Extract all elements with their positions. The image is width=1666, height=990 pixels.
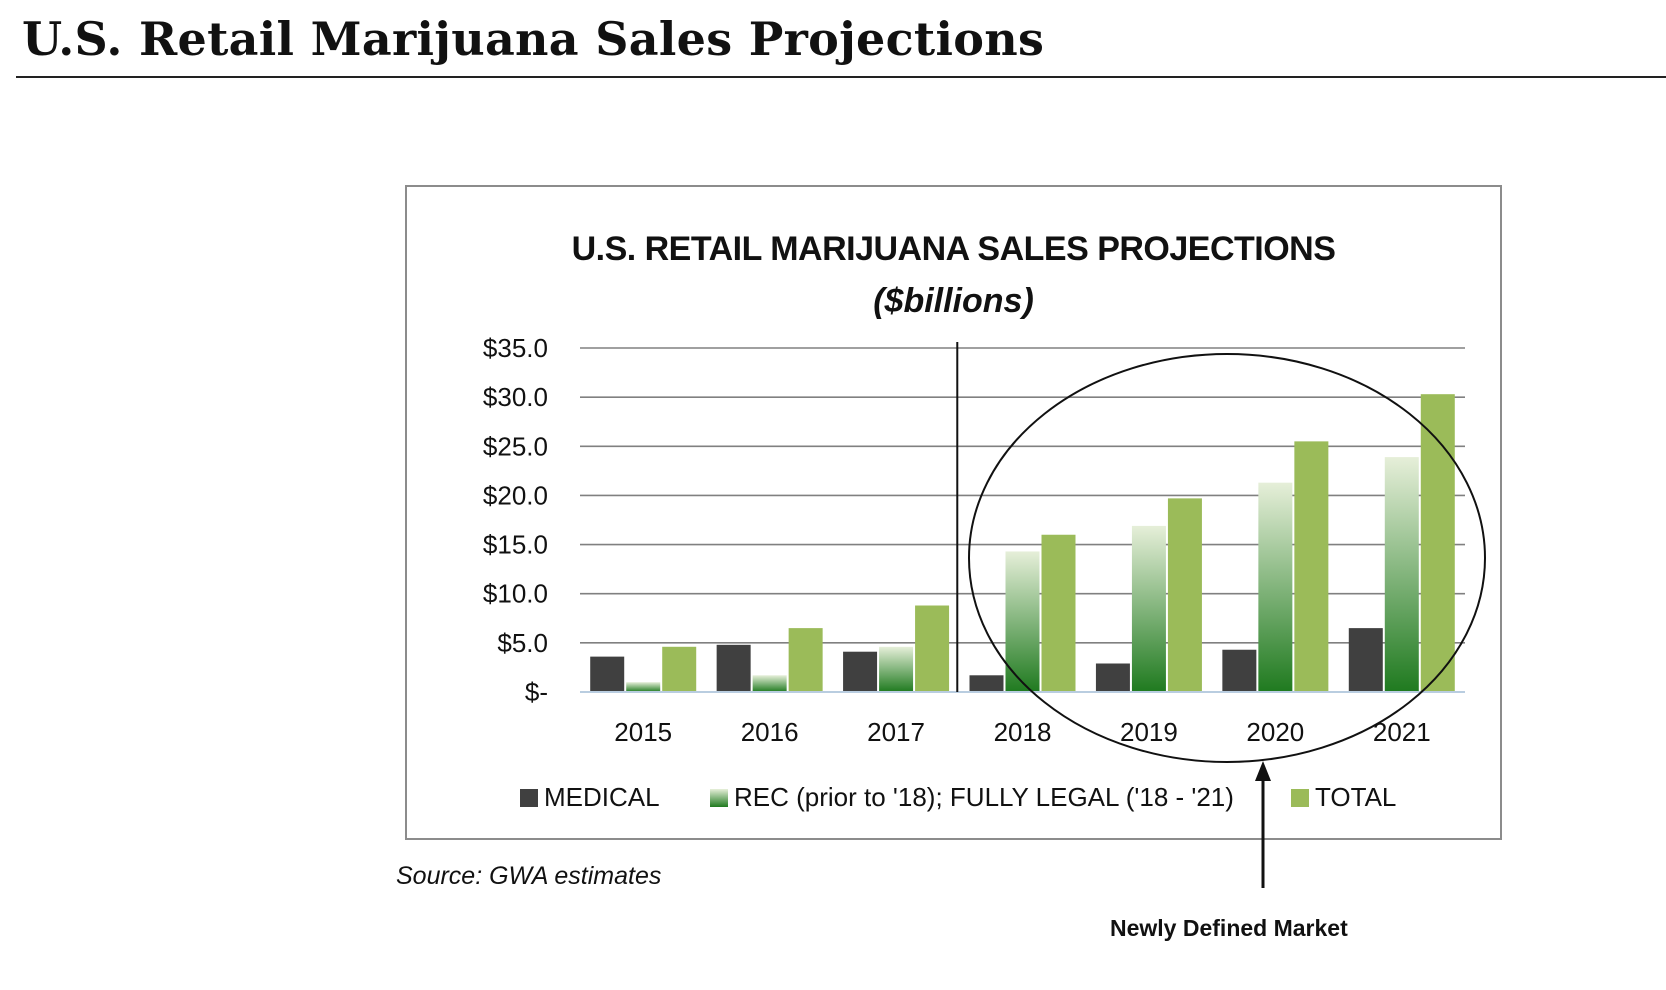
bar-total [1167,498,1202,692]
bar-rec [752,675,787,692]
callout-arrow-head [1255,761,1271,781]
chart-subtitle: ($billions) [873,282,1034,320]
y-tick-label: $5.0 [497,628,548,658]
y-tick-label: $30.0 [483,382,548,412]
callout-label: Newly Defined Market [1110,915,1348,941]
bar-rec [1131,525,1166,692]
y-tick-label: $15.0 [483,530,548,560]
bar-rec [1384,457,1419,692]
bar-total [915,605,950,692]
y-tick-label: $25.0 [483,431,548,461]
market-ellipse [968,353,1486,763]
bar-total [1041,534,1076,692]
bar-total [662,646,697,692]
legend-swatch-medical [520,788,538,807]
bar-rec [626,682,661,692]
x-tick-label: 2018 [994,717,1052,747]
x-tick-label: 2016 [741,717,799,747]
bar-total [1294,441,1329,692]
legend-swatch-rec [710,788,728,807]
bar-rec [1005,551,1040,692]
y-tick-label: $- [525,677,548,707]
x-tick-label: 2015 [614,717,672,747]
legend-label-total: TOTAL [1315,782,1397,812]
y-tick-label: $10.0 [483,579,548,609]
bar-rec [1258,482,1293,692]
page-title: U.S. Retail Marijuana Sales Projections [22,12,1045,66]
bar-medical [969,675,1004,692]
x-tick-label: 2019 [1120,717,1178,747]
source-note: Source: GWA estimates [396,862,662,890]
legend-label-medical: MEDICAL [544,782,660,812]
legend-medical: MEDICAL [520,782,660,813]
legend-total: TOTAL [1291,782,1396,813]
bar-medical [1348,628,1383,692]
bar-medical [843,651,878,692]
legend-rec: REC (prior to '18); FULLY LEGAL ('18 - '… [710,782,1234,813]
x-tick-label: 2017 [867,717,925,747]
bar-medical [716,644,751,692]
y-tick-label: $20.0 [483,480,548,510]
legend-swatch-total [1291,788,1309,807]
x-tick-label: 2021 [1373,717,1431,747]
bar-rec [879,646,914,692]
bar-total [1420,394,1455,692]
chart-title: U.S. RETAIL MARIJUANA SALES PROJECTIONS [571,230,1336,268]
bar-medical [1222,649,1257,692]
bar-total [788,628,823,692]
x-tick-label: 2020 [1246,717,1304,747]
legend-label-rec: REC (prior to '18); FULLY LEGAL ('18 - '… [734,782,1234,812]
bar-medical [590,656,625,692]
title-divider [16,76,1666,78]
y-tick-label: $35.0 [483,333,548,363]
bar-medical [1095,663,1130,692]
